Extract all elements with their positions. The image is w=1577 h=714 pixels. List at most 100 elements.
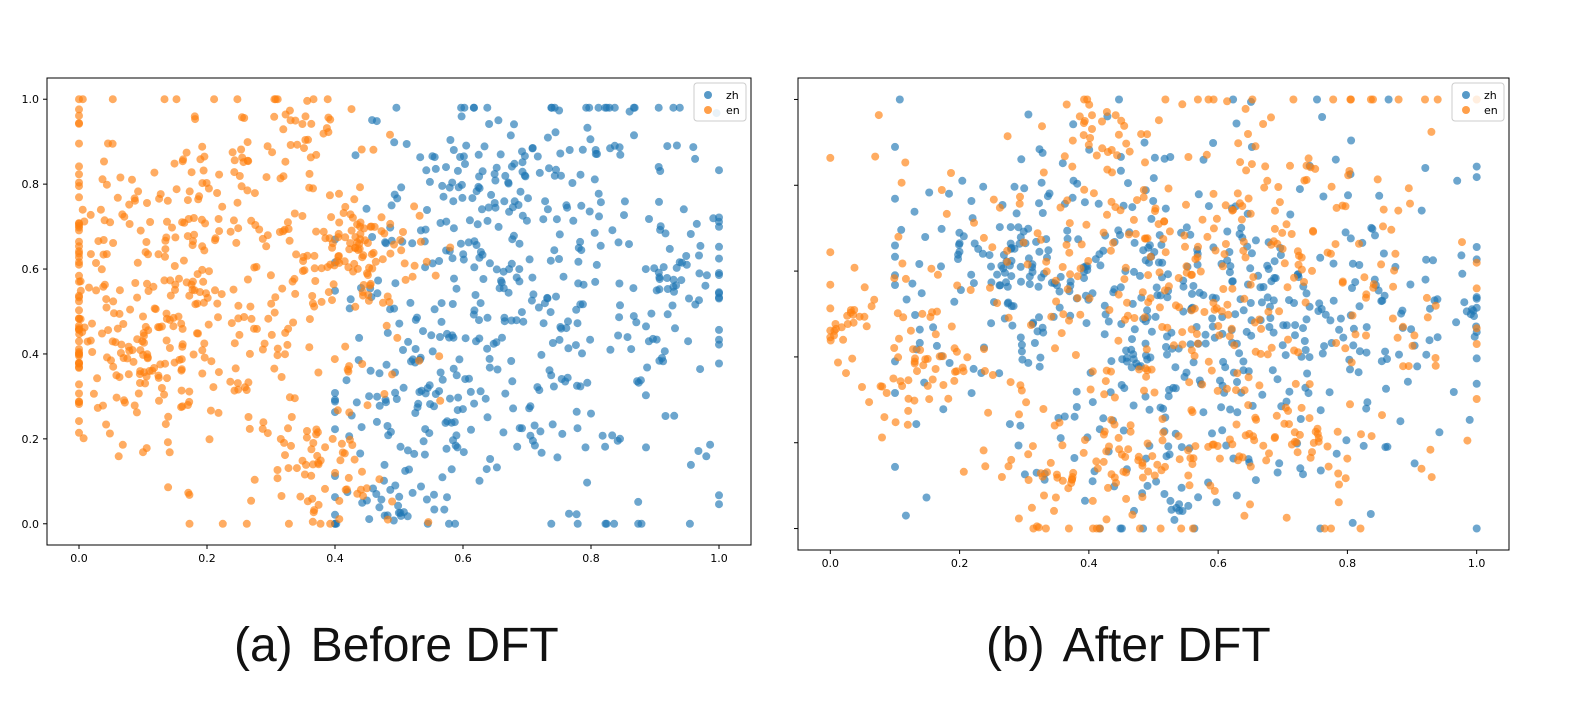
scatter-point-en [1230,341,1239,350]
scatter-point-zh [422,495,431,504]
scatter-point-en [1019,238,1028,247]
scatter-point-en [118,210,127,219]
scatter-point-zh [475,334,484,343]
scatter-point-en [243,138,252,147]
scatter-point-zh [446,394,454,403]
scatter-point-en [200,339,209,348]
scatter-point-en [1215,331,1224,340]
scatter-point-en [1193,339,1202,348]
scatter-point-zh [465,374,473,383]
scatter-point-zh [1362,348,1371,357]
scatter-point-en [860,283,869,292]
scatter-point-en [305,315,314,324]
scatter-point-zh [1177,443,1186,452]
scatter-point-zh [1341,228,1350,237]
scatter-point-en [1218,262,1227,271]
scatter-point-en [163,374,171,383]
scatter-point-en [107,356,115,365]
caption-tag: (a) [234,619,293,672]
scatter-point-en [119,320,128,328]
scatter-point-zh [1257,298,1266,307]
scatter-point-zh [1362,404,1371,413]
scatter-point-zh [592,260,601,269]
scatter-point-zh [535,386,544,395]
scatter-point-en [1032,522,1041,531]
scatter-point-zh [516,187,525,196]
scatter-point-zh [1094,199,1103,208]
y-tick-label: 1.0 [22,93,40,106]
scatter-point-zh [445,519,453,528]
scatter-point-en [246,302,255,311]
scatter-point-zh [547,103,556,112]
scatter-point-en [1346,95,1355,104]
scatter-point-zh [564,344,573,353]
scatter-point-zh [1164,270,1172,279]
scatter-point-zh [381,238,390,247]
scatter-point-zh [1163,350,1171,359]
scatter-point-en [271,293,280,302]
scatter-point-en [341,485,350,494]
scatter-point-zh [375,503,384,512]
scatter-point-en [1379,205,1388,214]
scatter-point-zh [1348,284,1356,292]
scatter-point-zh [461,160,469,168]
scatter-point-zh [632,318,641,327]
scatter-point-en [278,284,287,293]
scatter-point-zh [1268,366,1277,375]
scatter-point-zh [579,280,588,289]
scatter-point-en [136,367,145,376]
scatter-point-en [377,213,386,222]
scatter-point-en [366,279,375,288]
scatter-point-en [1069,468,1078,477]
scatter-point-zh [1127,363,1136,372]
scatter-point-en [96,205,105,214]
scatter-point-en [124,370,133,379]
scatter-point-en [1213,442,1222,450]
scatter-point-en [1063,196,1072,205]
scatter-point-en [245,349,254,358]
scatter-point-zh [897,225,906,234]
scatter-point-en [431,271,440,280]
scatter-point-en [1151,207,1159,216]
scatter-point-en [383,292,392,301]
scatter-point-en [947,169,955,177]
scatter-point-en [217,290,226,299]
scatter-point-en [154,371,163,380]
scatter-point-en [1278,228,1287,237]
scatter-point-en [1295,251,1303,260]
scatter-point-en [205,435,214,444]
scatter-point-zh [1163,293,1172,302]
scatter-point-en [245,424,254,433]
scatter-point-zh [1189,358,1198,367]
scatter-point-en [1264,307,1273,316]
scatter-point-zh [1362,323,1371,332]
scatter-point-zh [1014,223,1023,232]
scatter-point-en [1129,215,1138,224]
scatter-point-en [382,321,391,330]
scatter-point-zh [1216,376,1224,385]
scatter-point-zh [1069,120,1078,129]
scatter-point-en [204,320,213,329]
scatter-point-en [1272,411,1281,420]
scatter-point-en [1073,294,1082,303]
scatter-point-en [1283,283,1292,292]
scatter-point-en [1080,185,1089,194]
scatter-point-en [1081,436,1089,444]
scatter-point-zh [945,189,953,198]
scatter-point-en [1188,460,1197,469]
scatter-point-zh [1107,357,1116,366]
scatter-point-en [178,324,187,333]
scatter-point-zh [891,389,899,397]
scatter-point-zh [706,440,715,449]
scatter-point-zh [1295,185,1304,194]
scatter-point-zh [1149,174,1158,183]
scatter-point-en [218,202,227,211]
scatter-point-en [1122,494,1131,503]
scatter-point-en [865,398,874,407]
scatter-point-en [75,237,83,246]
scatter-point-en [1204,357,1213,366]
scatter-point-zh [569,216,578,225]
scatter-point-en [235,172,244,180]
scatter-point-en [237,145,246,154]
scatter-point-en [136,379,144,387]
